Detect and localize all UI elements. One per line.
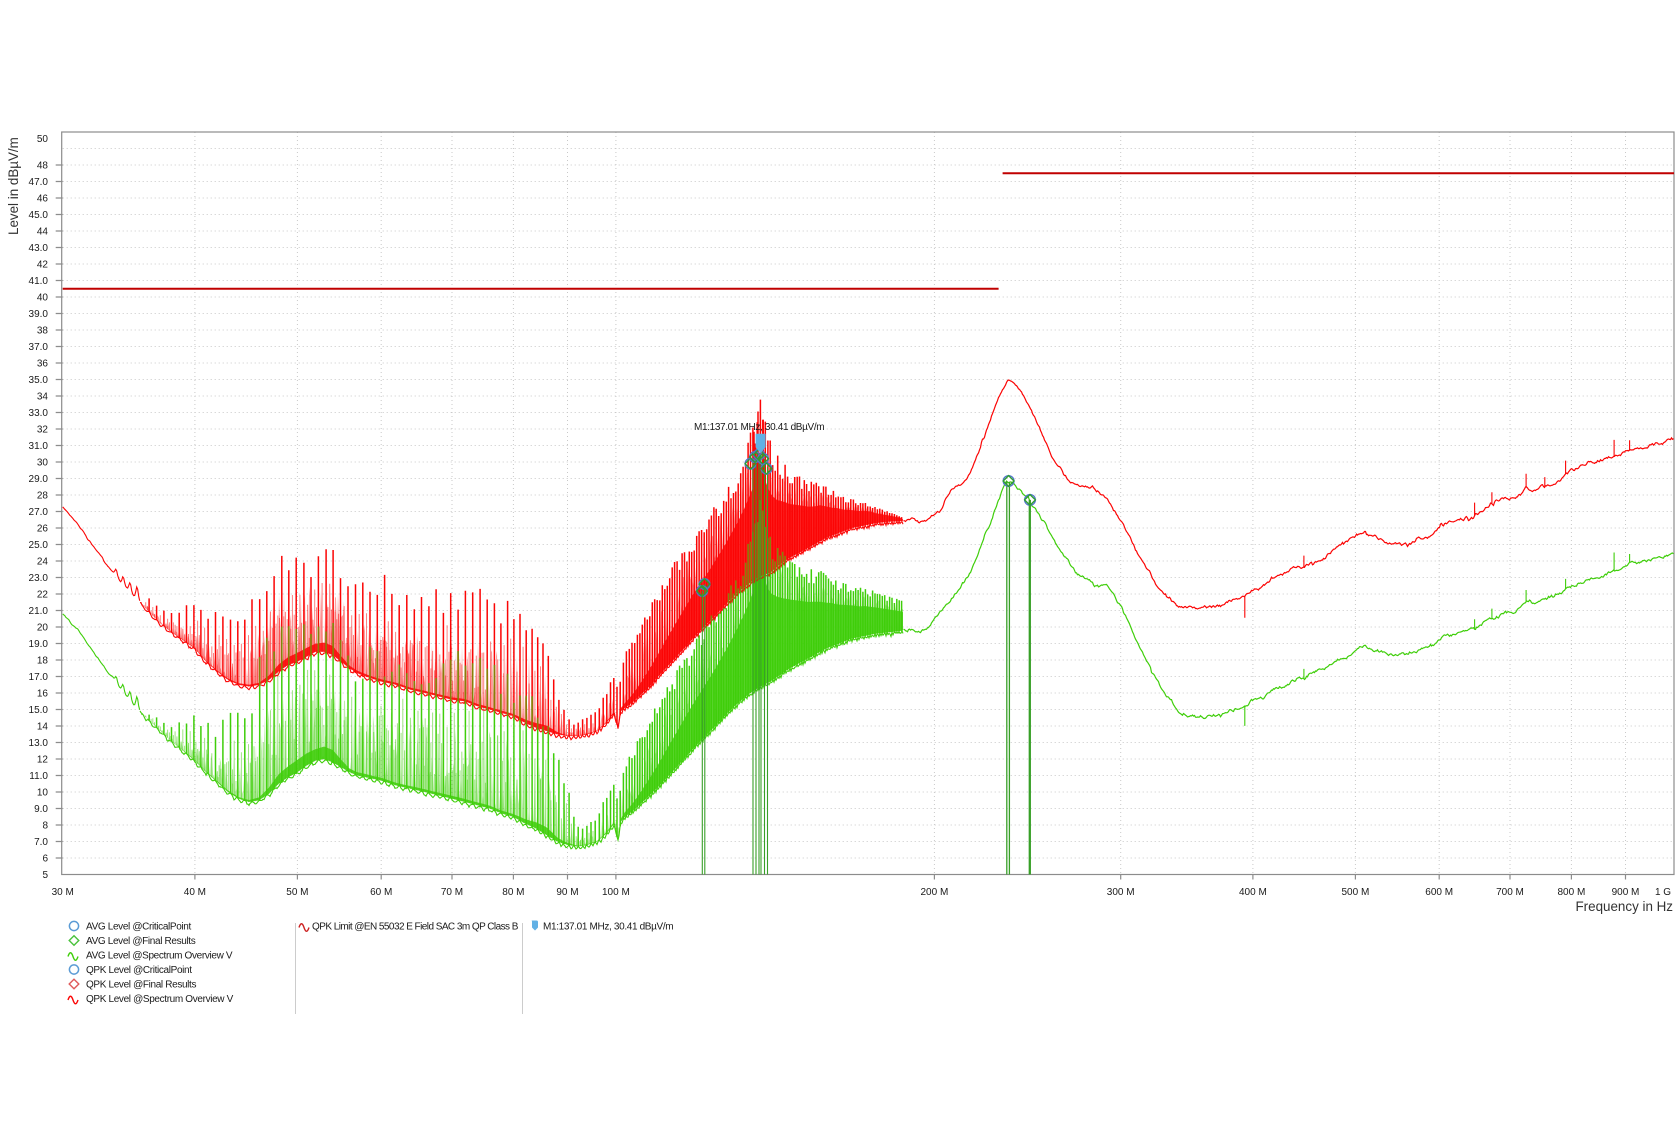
- svg-text:7.0: 7.0: [34, 837, 48, 848]
- svg-text:5: 5: [42, 870, 48, 881]
- svg-text:300 M: 300 M: [1107, 887, 1135, 898]
- svg-text:700 M: 700 M: [1496, 887, 1524, 898]
- svg-text:6: 6: [42, 854, 48, 865]
- svg-text:27.0: 27.0: [29, 507, 49, 518]
- svg-text:500 M: 500 M: [1342, 887, 1370, 898]
- svg-text:35.0: 35.0: [29, 375, 49, 386]
- svg-text:37.0: 37.0: [29, 342, 49, 353]
- svg-text:60 M: 60 M: [370, 887, 392, 898]
- svg-text:800 M: 800 M: [1558, 887, 1586, 898]
- svg-text:44: 44: [37, 227, 49, 238]
- svg-text:18: 18: [37, 656, 49, 667]
- svg-text:QPK Limit @EN 55032 E Field SA: QPK Limit @EN 55032 E Field SAC 3m QP Cl…: [312, 922, 519, 933]
- svg-text:17.0: 17.0: [29, 672, 49, 683]
- svg-text:M1:137.01 MHz, 30.41 dBµV/m: M1:137.01 MHz, 30.41 dBµV/m: [694, 422, 824, 433]
- svg-text:39.0: 39.0: [29, 309, 49, 320]
- svg-text:40: 40: [37, 293, 49, 304]
- svg-text:42: 42: [37, 260, 49, 271]
- svg-text:30 M: 30 M: [52, 887, 74, 898]
- svg-text:33.0: 33.0: [29, 408, 49, 419]
- svg-text:AVG Level @Spectrum Overview V: AVG Level @Spectrum Overview V: [86, 951, 233, 962]
- svg-text:200 M: 200 M: [921, 887, 949, 898]
- svg-text:50 M: 50 M: [286, 887, 308, 898]
- svg-text:31.0: 31.0: [29, 441, 49, 452]
- svg-text:900 M: 900 M: [1612, 887, 1640, 898]
- svg-text:9.0: 9.0: [34, 804, 48, 815]
- svg-text:13.0: 13.0: [29, 738, 49, 749]
- svg-text:47.0: 47.0: [29, 177, 49, 188]
- svg-text:400 M: 400 M: [1239, 887, 1267, 898]
- svg-text:40 M: 40 M: [184, 887, 206, 898]
- svg-text:10: 10: [37, 788, 49, 799]
- svg-text:21.0: 21.0: [29, 606, 49, 617]
- svg-text:34: 34: [37, 392, 49, 403]
- svg-text:22: 22: [37, 590, 49, 601]
- svg-text:50: 50: [37, 134, 49, 145]
- svg-text:1 G: 1 G: [1655, 887, 1671, 898]
- svg-text:11.0: 11.0: [29, 771, 48, 782]
- svg-text:90 M: 90 M: [556, 887, 578, 898]
- svg-text:Frequency in Hz: Frequency in Hz: [1576, 899, 1674, 914]
- svg-text:QPK Level @Spectrum Overview V: QPK Level @Spectrum Overview V: [86, 994, 234, 1005]
- svg-text:25.0: 25.0: [29, 540, 49, 551]
- svg-text:38: 38: [37, 326, 49, 337]
- svg-text:43.0: 43.0: [29, 243, 49, 254]
- svg-text:Level in dBµV/m: Level in dBµV/m: [6, 137, 21, 235]
- svg-text:12: 12: [37, 755, 49, 766]
- svg-text:28: 28: [37, 491, 49, 502]
- svg-text:600 M: 600 M: [1425, 887, 1453, 898]
- svg-text:45.0: 45.0: [29, 210, 49, 221]
- svg-text:48: 48: [37, 161, 49, 172]
- svg-text:80 M: 80 M: [502, 887, 524, 898]
- svg-text:14: 14: [37, 722, 49, 733]
- svg-text:29.0: 29.0: [29, 474, 49, 485]
- svg-text:100 M: 100 M: [602, 887, 630, 898]
- svg-text:AVG Level @CriticalPoint: AVG Level @CriticalPoint: [86, 922, 192, 933]
- svg-text:19.0: 19.0: [29, 639, 49, 650]
- svg-text:24: 24: [37, 557, 49, 568]
- svg-text:30: 30: [37, 458, 49, 469]
- svg-text:20: 20: [37, 623, 49, 634]
- svg-text:AVG Level @Final Results: AVG Level @Final Results: [86, 936, 196, 947]
- svg-text:15.0: 15.0: [29, 705, 49, 716]
- svg-text:QPK Level @Final Results: QPK Level @Final Results: [86, 980, 196, 991]
- svg-text:16: 16: [37, 689, 49, 700]
- svg-text:M1:137.01 MHz, 30.41 dBµV/m: M1:137.01 MHz, 30.41 dBµV/m: [543, 922, 673, 933]
- svg-text:QPK Level @CriticalPoint: QPK Level @CriticalPoint: [86, 965, 192, 976]
- svg-text:41.0: 41.0: [29, 276, 49, 287]
- svg-text:32: 32: [37, 425, 49, 436]
- svg-text:8: 8: [42, 821, 48, 832]
- svg-text:36: 36: [37, 359, 49, 370]
- svg-text:26: 26: [37, 524, 49, 535]
- svg-text:46: 46: [37, 194, 49, 205]
- svg-text:70 M: 70 M: [441, 887, 463, 898]
- svg-text:23.0: 23.0: [29, 573, 49, 584]
